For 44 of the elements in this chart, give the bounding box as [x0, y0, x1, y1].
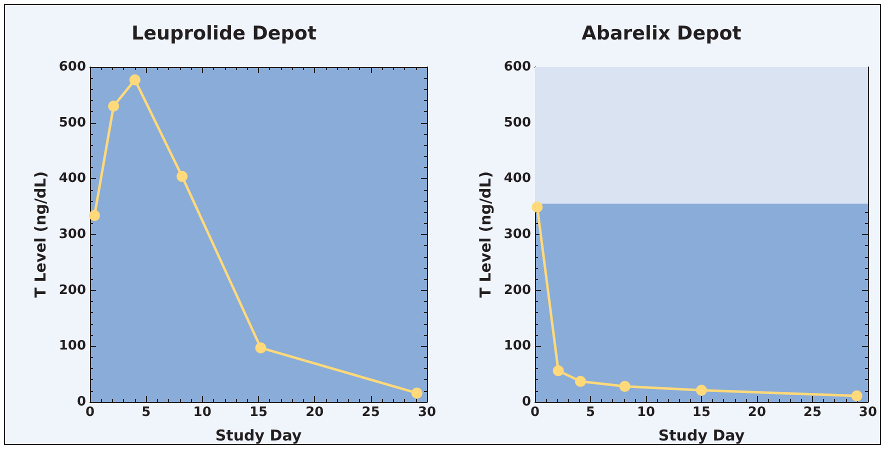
y-tick-label: 100: [504, 338, 531, 354]
point: [176, 170, 188, 182]
y-tick-label: 500: [58, 115, 86, 130]
point: [532, 202, 543, 213]
x-axis-title: Study Day: [658, 426, 745, 444]
x-tick-label: 20: [748, 405, 766, 420]
y-tick-label: 200: [58, 282, 86, 298]
y-tick-label: 0: [522, 394, 531, 410]
y-tick-label: 300: [504, 227, 531, 242]
x-tick-label: 5: [586, 405, 596, 420]
x-tick-label: 15: [249, 405, 268, 420]
x-tick-label: 15: [692, 405, 711, 420]
x-tick-label: 25: [362, 405, 380, 420]
chart-title: Abarelix Depot: [582, 22, 742, 44]
y-tick-label: 100: [58, 338, 86, 354]
point: [552, 365, 564, 376]
x-tick-label: 10: [636, 405, 656, 420]
y-axis-title: T Level (ng/dL): [31, 171, 50, 298]
point: [619, 380, 630, 392]
point: [108, 100, 120, 112]
y-tick-label: 400: [58, 171, 86, 186]
x-tick-label: 25: [803, 405, 822, 420]
x-axis-title: Study Day: [215, 426, 302, 444]
y-tick-label: 600: [58, 60, 86, 74]
x-tick-label: 30: [418, 405, 436, 420]
y-tick-label: 200: [504, 282, 531, 298]
point: [255, 342, 266, 354]
point: [411, 388, 422, 399]
y-tick-label: 300: [58, 227, 86, 242]
x-tick-label: 5: [142, 405, 151, 420]
y-tick-label: 400: [504, 171, 531, 186]
chart-title: Leuprolide Depot: [131, 22, 317, 44]
y-tick-label: 600: [504, 60, 531, 74]
point: [851, 390, 862, 402]
x-tick-label: 10: [193, 405, 212, 420]
y-axis-title: T Level (ng/dL): [476, 171, 494, 298]
x-tick-label: 30: [858, 405, 877, 420]
x-tick-label: 20: [306, 405, 324, 420]
point: [129, 74, 140, 86]
point: [89, 210, 100, 222]
point: [575, 376, 586, 387]
point: [696, 384, 707, 396]
y-tick-label: 500: [504, 115, 531, 130]
y-tick-label: 0: [76, 394, 86, 410]
